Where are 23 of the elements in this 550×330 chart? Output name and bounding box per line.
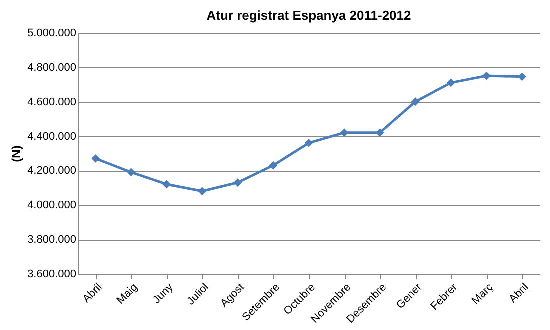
point: [127, 168, 136, 177]
chart-title: Atur registrat Espanya 2011-2012: [206, 8, 412, 23]
point: [198, 187, 207, 196]
y-tick-label: 4.400.000: [28, 130, 76, 143]
y-tick-label: 4.200.000: [28, 165, 76, 178]
point: [411, 98, 420, 106]
point: [446, 78, 456, 88]
y-tick-label: 4.000.000: [28, 200, 76, 212]
point: [340, 128, 349, 138]
point: [518, 72, 526, 82]
y-tick-label: 3.800.000: [28, 234, 76, 246]
y-axis-title: (N): [10, 146, 24, 162]
point: [304, 138, 314, 148]
y-tick-label: 4.800.000: [28, 62, 76, 74]
point: [269, 161, 278, 170]
point: [162, 180, 172, 189]
point: [92, 154, 100, 163]
point: [376, 128, 384, 138]
y-tick-label: 4.600.000: [28, 96, 76, 108]
point: [482, 72, 491, 80]
point: [234, 178, 242, 187]
y-tick-label: 5.000.000: [28, 28, 76, 40]
y-tick-label: 3.600.000: [28, 268, 76, 280]
